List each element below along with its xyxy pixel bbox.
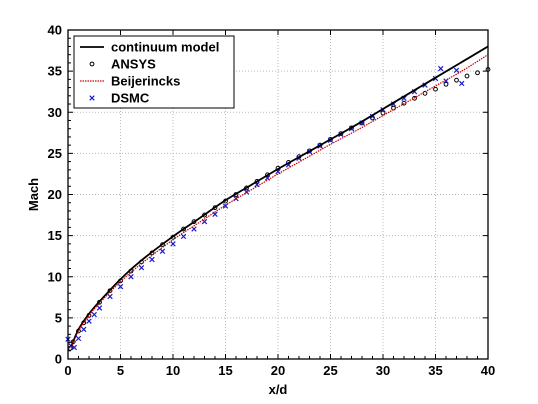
data-point [91, 311, 97, 318]
legend-symbols [80, 46, 104, 101]
data-point [86, 318, 92, 324]
data-point [107, 293, 113, 300]
legend-symbol-dsmc [89, 95, 95, 101]
data-point [454, 77, 459, 83]
data-point [380, 110, 386, 116]
data-point [159, 248, 166, 254]
data-point [180, 233, 187, 240]
data-point [475, 70, 480, 76]
data-point [81, 326, 87, 333]
data-point [433, 86, 438, 92]
data-point [75, 335, 82, 342]
data-point [71, 344, 78, 351]
series-layer [65, 45, 491, 351]
y-tick-label: 5 [55, 310, 62, 325]
y-tick-label: 30 [48, 105, 62, 120]
legend: continuum model ANSYS Beijerincks DSMC [73, 35, 235, 109]
tick-labels: 0 5 10 15 20 25 30 35 40 0 5 10 15 20 25 30 35 40 [48, 23, 496, 379]
data-point [117, 283, 124, 290]
legend-box [73, 35, 235, 109]
legend-symbol-ansys [89, 61, 95, 67]
x-tick-label: 30 [376, 363, 390, 378]
data-point [443, 81, 449, 87]
data-point [453, 67, 460, 74]
series-line [70, 54, 489, 348]
y-tick-label: 15 [48, 228, 62, 243]
series-line [70, 45, 489, 348]
y-tick-label: 35 [48, 64, 62, 79]
legend-label-ansys: ANSYS [111, 57, 156, 72]
x-tick-label: 40 [481, 363, 495, 378]
y-tick-label: 0 [55, 352, 62, 367]
y-tick-label: 10 [48, 269, 62, 284]
data-point [438, 65, 444, 72]
x-tick-label: 5 [117, 363, 124, 378]
data-point [222, 203, 229, 209]
legend-label-continuum-model: continuum model [111, 40, 219, 55]
tick-marks [67, 29, 489, 360]
x-tick-label: 35 [428, 363, 442, 378]
data-point [149, 256, 155, 263]
data-point [328, 136, 333, 142]
y-tick-label: 20 [48, 187, 62, 202]
data-point [128, 274, 134, 280]
y-tick-label: 40 [48, 23, 62, 38]
x-tick-label: 15 [218, 363, 232, 378]
legend-label-beijerincks: Beijerincks [111, 74, 180, 89]
legend-label-dsmc: DSMC [111, 91, 150, 106]
x-tick-label: 25 [323, 363, 337, 378]
x-tick-label: 20 [271, 363, 285, 378]
y-axis-title: Mach [26, 178, 41, 211]
data-point [170, 241, 176, 247]
x-tick-label: 10 [166, 363, 180, 378]
x-axis-title: x/d [269, 382, 288, 397]
series-beijerincks [70, 54, 489, 348]
data-point [96, 305, 103, 311]
series-continuum-model [70, 45, 489, 348]
data-point [459, 80, 465, 87]
x-tick-label: 0 [64, 363, 71, 378]
data-point [181, 226, 186, 232]
y-tick-label: 25 [48, 146, 62, 161]
data-point [138, 264, 145, 271]
data-point [464, 73, 470, 79]
